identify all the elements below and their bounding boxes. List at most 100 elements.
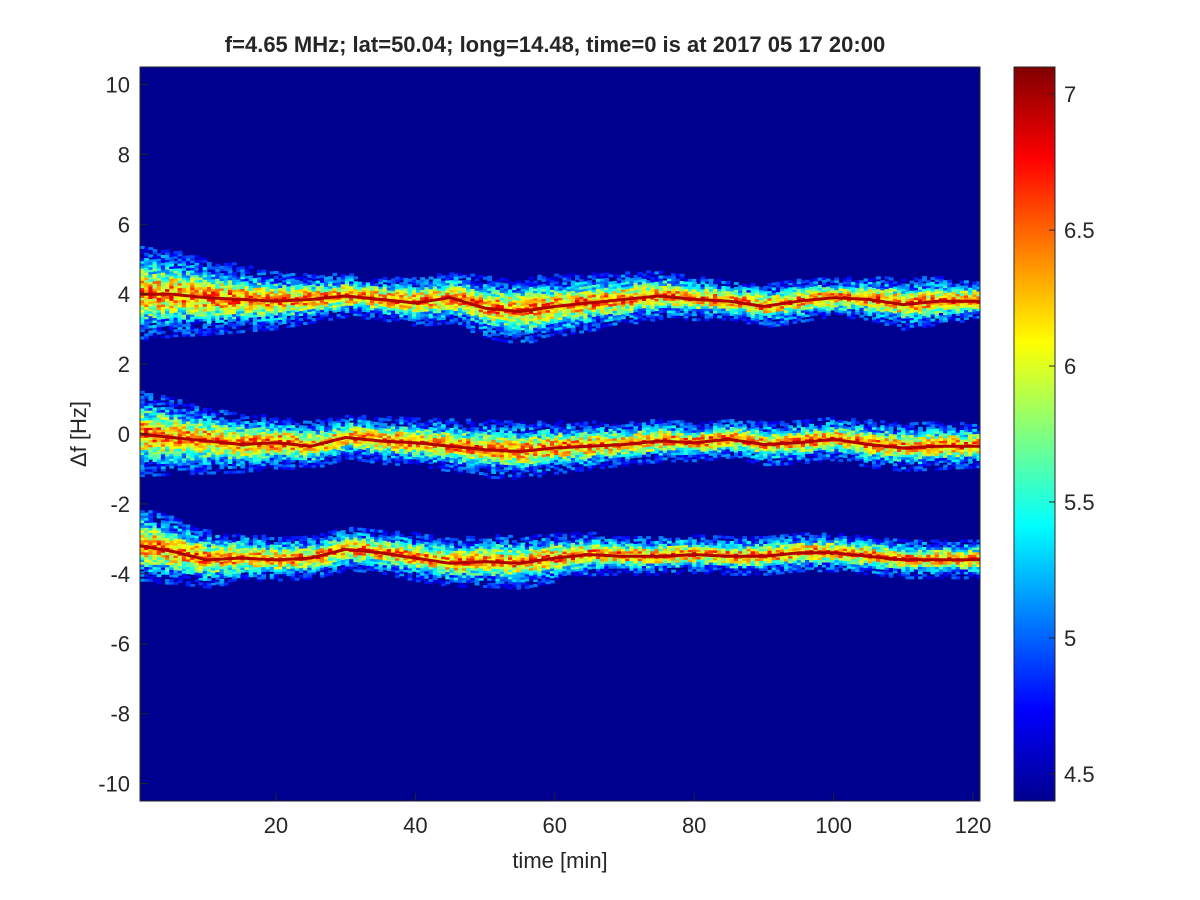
heatmap-cell-1-38-140 [298, 457, 304, 461]
heatmap-cell-0-4-200 [156, 309, 162, 313]
heatmap-cell-1-46-150 [332, 431, 338, 435]
heatmap-cell-0-66-205 [416, 297, 421, 301]
heatmap-cell-0-144-198 [742, 313, 748, 317]
heatmap-cell-0-9-216 [177, 270, 183, 274]
heatmap-cell-0-160-210 [809, 284, 814, 287]
heatmap-cell-1-35-156 [286, 417, 292, 421]
heatmap-cell-1-18-151 [215, 429, 221, 433]
heatmap-cell-0-64-201 [407, 305, 413, 309]
heatmap-cell-0-192-210 [943, 285, 948, 289]
heatmap-cell-0-81-193 [478, 326, 484, 330]
heatmap-cell-0-122-213 [650, 277, 656, 280]
heatmap-cell-0-75-205 [453, 295, 459, 299]
heatmap-cell-1-37-154 [294, 422, 300, 426]
heatmap-cell-0-153-208 [779, 288, 785, 292]
heatmap-cell-0-168-201 [842, 307, 848, 311]
heatmap-cell-0-10-208 [181, 289, 187, 293]
heatmap-cell-0-126-198 [667, 314, 672, 318]
heatmap-cell-1-13-152 [194, 425, 200, 429]
heatmap-cell-0-105-204 [579, 298, 584, 302]
heatmap-cell-0-36-213 [290, 277, 296, 281]
heatmap-cell-0-26-197 [248, 317, 254, 321]
heatmap-cell-0-160-199 [809, 310, 814, 314]
heatmap-cell-1-25-147 [244, 438, 250, 442]
heatmap-cell-0-82-197 [483, 315, 488, 319]
heatmap-cell-1-7-145 [169, 443, 175, 447]
heatmap-cell-0-12-199 [190, 311, 195, 315]
heatmap-cell-0-94-193 [533, 327, 538, 331]
heatmap-cell-1-24-142 [240, 450, 246, 454]
heatmap-cell-0-45-205 [328, 298, 333, 302]
heatmap-cell-0-84-188 [491, 337, 497, 341]
heatmap-cell-0-13-204 [194, 299, 200, 303]
heatmap-cell-0-12-210 [190, 284, 195, 288]
heatmap-cell-0-127-207 [671, 293, 676, 296]
heatmap-cell-0-16-201 [206, 306, 212, 309]
heatmap-cell-0-39-198 [303, 314, 308, 318]
heatmap-cell-0-1-198 [144, 313, 149, 317]
heatmap-cell-0-52-210 [357, 284, 363, 288]
heatmap-cell-0-60-206 [391, 295, 396, 299]
heatmap-cell-0-166-210 [834, 284, 840, 288]
heatmap-cell-1-15-150 [202, 432, 208, 436]
heatmap-cell-0-166-204 [834, 299, 840, 303]
heatmap-cell-0-110-197 [600, 317, 605, 321]
heatmap-cell-0-156-205 [792, 296, 798, 300]
heatmap-cell-0-69-197 [428, 315, 434, 319]
heatmap-cell-1-46-143 [332, 448, 338, 452]
heatmap-cell-0-105-201 [579, 306, 584, 310]
heatmap-cell-0-23-201 [236, 306, 241, 309]
heatmap-cell-0-14-217 [198, 267, 204, 271]
heatmap-cell-0-161-210 [813, 285, 819, 289]
heatmap-cell-1-41-149 [311, 432, 317, 436]
heatmap-cell-1-11-152 [186, 425, 191, 429]
heatmap-cell-0-52-201 [357, 306, 363, 310]
heatmap-cell-0-45-203 [328, 303, 333, 306]
heatmap-cell-1-28-136 [257, 466, 262, 469]
heatmap-cell-1-9-141 [177, 453, 183, 456]
heatmap-cell-0-146-196 [750, 319, 756, 323]
heatmap-cell-0-130-212 [683, 278, 689, 282]
heatmap-cell-0-105-191 [579, 330, 584, 334]
heatmap-cell-1-30-142 [265, 450, 271, 454]
heatmap-cell-0-189-205 [930, 296, 936, 300]
heatmap-cell-1-8-159 [173, 409, 179, 413]
heatmap-cell-0-62-211 [399, 282, 405, 286]
heatmap-cell-1-4-160 [156, 407, 162, 411]
heatmap-cell-1-20-159 [223, 409, 229, 413]
heatmap-cell-1-13-141 [194, 452, 200, 456]
heatmap-cell-0-79-204 [470, 300, 476, 304]
heatmap-cell-0-167-208 [838, 290, 844, 294]
heatmap-cell-0-183-203 [905, 300, 911, 304]
heatmap-cell-1-17-145 [211, 444, 216, 448]
heatmap-cell-0-1-203 [144, 301, 149, 305]
heatmap-cell-0-17-198 [211, 313, 216, 316]
heatmap-cell-0-154-197 [784, 317, 789, 321]
heatmap-cell-0-116-212 [625, 278, 630, 282]
heatmap-cell-1-38-151 [298, 430, 304, 434]
heatmap-cell-0-1-193 [144, 326, 149, 330]
heatmap-cell-0-25-210 [244, 285, 250, 289]
heatmap-cell-0-114-208 [616, 290, 622, 293]
heatmap-cell-0-185-207 [913, 292, 919, 296]
heatmap-cell-0-33-211 [278, 282, 283, 286]
heatmap-cell-0-28-206 [257, 294, 262, 298]
heatmap-cell-0-7-208 [169, 290, 175, 294]
heatmap-cell-0-56-213 [374, 278, 379, 282]
heatmap-cell-0-69-200 [428, 308, 434, 312]
heatmap-cell-0-45-208 [328, 290, 333, 294]
heatmap-cell-0-61-201 [395, 306, 400, 309]
heatmap-cell-0-192-206 [943, 294, 948, 298]
heatmap-cell-0-192-199 [943, 312, 948, 315]
heatmap-cell-0-83-190 [487, 334, 492, 338]
heatmap-cell-0-154-196 [784, 319, 789, 323]
heatmap-cell-1-0-165 [140, 395, 145, 399]
heatmap-cell-1-16-152 [206, 427, 212, 431]
heatmap-cell-0-135-198 [704, 313, 710, 317]
heatmap-cell-0-91-208 [520, 290, 526, 294]
heatmap-cell-0-98-205 [549, 296, 555, 300]
heatmap-cell-0-6-207 [165, 291, 170, 295]
heatmap-cell-1-17-143 [211, 449, 216, 453]
heatmap-cell-0-8-218 [173, 265, 179, 269]
heatmap-cell-0-153-198 [779, 313, 785, 316]
